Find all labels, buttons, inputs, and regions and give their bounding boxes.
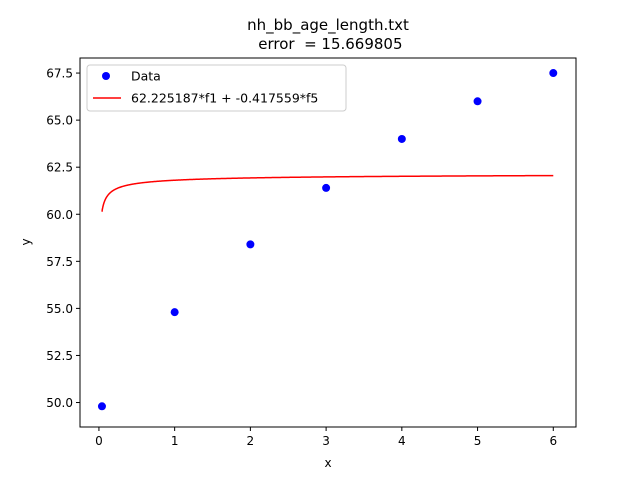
data-point	[549, 69, 558, 78]
data-point	[170, 308, 179, 317]
fit-curve-layer	[101, 174, 554, 212]
x-tick-label: 4	[398, 434, 406, 448]
x-tick-label: 3	[322, 434, 330, 448]
x-tick-label: 5	[474, 434, 482, 448]
data-point	[322, 183, 331, 192]
x-axis-label: x	[324, 456, 331, 470]
data-point	[97, 402, 106, 411]
x-tick-label: 2	[247, 434, 255, 448]
y-tick-label: 60.0	[46, 208, 73, 222]
plot-frame	[79, 57, 577, 428]
y-tick-label: 52.5	[46, 349, 73, 363]
legend-data-label: Data	[131, 69, 161, 84]
x-axis-ticks: 0 1 2 3 4 5 6	[95, 427, 557, 448]
chart-title-line2: error = 15.669805	[253, 35, 402, 53]
y-tick-label: 62.5	[46, 161, 73, 175]
x-tick-label: 6	[549, 434, 557, 448]
data-point	[473, 97, 482, 106]
y-tick-label: 67.5	[46, 67, 73, 81]
legend-box	[86, 64, 347, 112]
chart-title-line1: nh_bb_age_length.txt	[247, 16, 409, 35]
y-tick-label: 65.0	[46, 114, 73, 128]
x-tick-label: 1	[171, 434, 179, 448]
legend: Data 62.225187*f1 + -0.417559*f5	[86, 64, 347, 112]
data-point	[246, 240, 255, 249]
data-points-layer	[97, 69, 558, 411]
y-axis-ticks: 50.0 52.5 55.0 57.5 60.0 62.5 65.0 67.5	[46, 67, 80, 410]
x-tick-label: 0	[95, 434, 103, 448]
legend-data-marker	[102, 72, 110, 80]
y-tick-label: 55.0	[46, 302, 73, 316]
data-point	[397, 134, 406, 143]
y-tick-label: 57.5	[46, 255, 73, 269]
fit-curve	[101, 174, 554, 212]
legend-fit-label: 62.225187*f1 + -0.417559*f5	[131, 91, 318, 106]
y-tick-label: 50.0	[46, 396, 73, 410]
y-axis-label: y	[19, 238, 33, 245]
